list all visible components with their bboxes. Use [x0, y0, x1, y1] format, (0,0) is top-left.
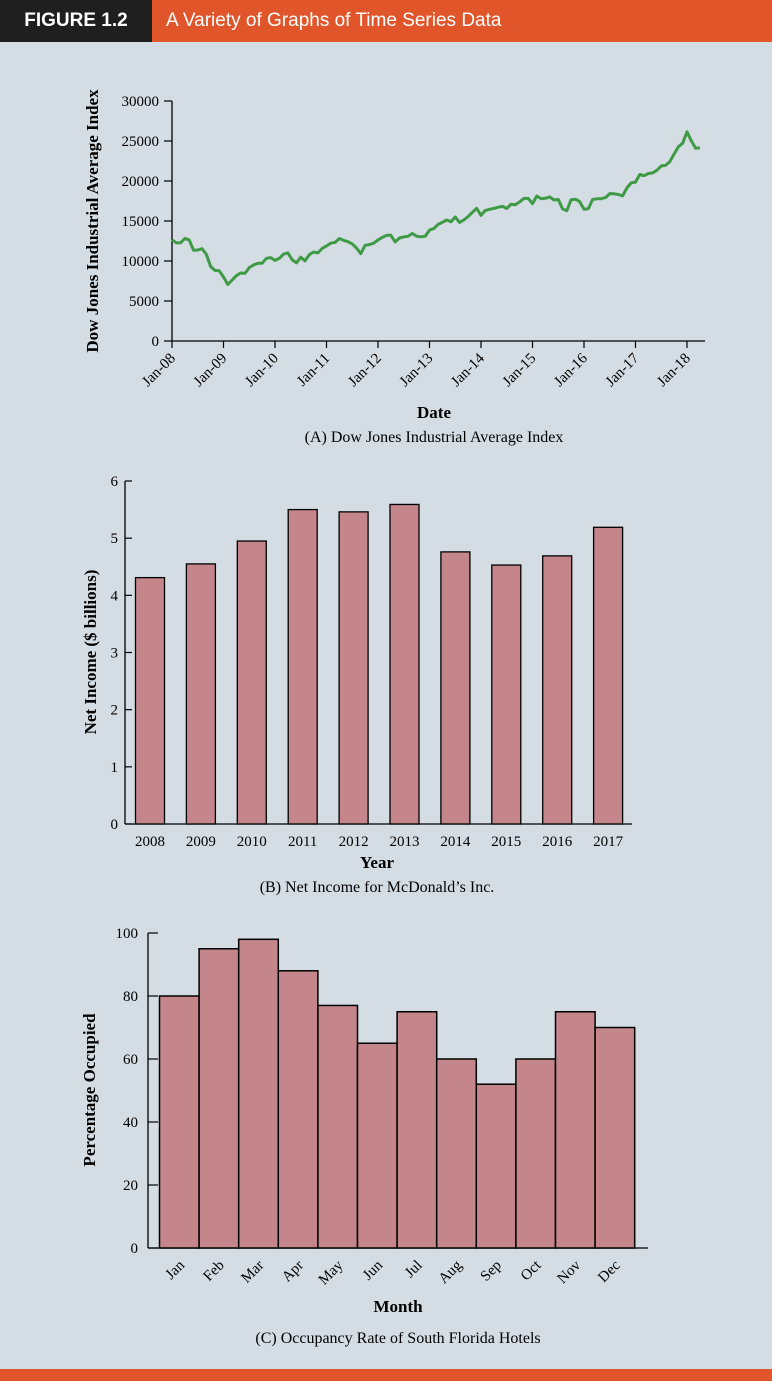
- dow-jones-series-line: [171, 130, 701, 286]
- x-tick-label: Feb: [201, 1258, 228, 1285]
- x-tick-label: Apr: [279, 1258, 307, 1286]
- x-tick-label: 2008: [135, 834, 165, 850]
- bar: [317, 1004, 359, 1249]
- y-tick-label: 6: [111, 474, 119, 490]
- x-axis-title: Month: [373, 1297, 423, 1316]
- y-tick-label: 25000: [122, 134, 160, 150]
- x-tick-label: Jun: [360, 1257, 386, 1283]
- bar: [158, 995, 200, 1249]
- figure-label: FIGURE 1.2: [0, 0, 152, 42]
- x-tick-label: 2012: [339, 834, 369, 850]
- y-tick-label: 40: [123, 1115, 138, 1131]
- y-tick-label: 5000: [129, 294, 159, 310]
- y-tick-label: 100: [116, 926, 139, 942]
- bar: [440, 551, 471, 825]
- bar: [594, 1026, 636, 1249]
- bar: [542, 555, 573, 825]
- bar: [237, 938, 280, 1249]
- x-tick-label: Dec: [595, 1257, 624, 1286]
- figure-title: A Variety of Graphs of Time Series Data: [166, 10, 502, 31]
- y-tick-label: 20: [123, 1178, 138, 1194]
- bar: [389, 503, 420, 825]
- x-tick-label: Jul: [402, 1258, 426, 1282]
- x-tick-label: Nov: [555, 1257, 585, 1287]
- x-tick-label: Jan: [163, 1257, 189, 1283]
- bar: [236, 540, 267, 825]
- y-tick-label: 3: [111, 646, 119, 662]
- bar: [592, 526, 624, 825]
- bar: [338, 511, 369, 825]
- bar: [277, 970, 319, 1249]
- bar: [287, 508, 318, 825]
- y-tick-label: 2: [111, 703, 119, 719]
- x-axis-title: Year: [360, 853, 394, 872]
- y-tick-label: 0: [111, 817, 119, 833]
- y-tick-label: 20000: [122, 174, 160, 190]
- y-tick-label: 5: [111, 531, 119, 547]
- x-tick-label: 2013: [390, 834, 420, 850]
- chart-caption: (A) Dow Jones Industrial Average Index: [305, 429, 564, 446]
- x-tick-label: 2009: [186, 834, 216, 850]
- y-tick-label: 30000: [122, 94, 160, 110]
- x-tick-label: 2011: [288, 834, 317, 850]
- x-tick-label: Sep: [478, 1258, 505, 1285]
- bar: [435, 1058, 478, 1249]
- y-tick-label: 10000: [122, 254, 160, 270]
- x-tick-label: 2016: [542, 834, 573, 850]
- x-tick-label: 2015: [491, 834, 521, 850]
- bar: [198, 948, 240, 1249]
- chart-mcdonalds-net-income: 0 1 2 3 4 5 6 2008 2009 2010 2011 2012 2013 2014 2015 2…: [81, 474, 632, 896]
- bar: [356, 1042, 398, 1249]
- bar: [134, 576, 166, 825]
- y-axis-title: Dow Jones Industrial Average Index: [83, 89, 102, 353]
- bar: [396, 1011, 438, 1249]
- y-tick-label: 0: [131, 1241, 139, 1257]
- y-tick-label: 15000: [122, 214, 160, 230]
- figure-bottom-bar: [0, 1369, 772, 1381]
- y-tick-label: 1: [111, 760, 119, 776]
- bar: [475, 1083, 517, 1249]
- y-tick-label: 60: [123, 1052, 138, 1068]
- y-tick-label: 4: [111, 588, 119, 604]
- x-tick-label: 2014: [440, 834, 471, 850]
- x-tick-label: Oct: [518, 1257, 545, 1284]
- x-tick-label: May: [316, 1257, 347, 1288]
- bar: [515, 1058, 557, 1249]
- figure-header: FIGURE 1.2 A Variety of Graphs of Time S…: [0, 0, 772, 42]
- y-tick-label: 0: [152, 334, 160, 350]
- x-axis-title: Date: [417, 403, 451, 422]
- y-tick-label: 80: [123, 989, 138, 1005]
- chart-caption: (C) Occupancy Rate of South Florida Hote…: [255, 1330, 540, 1347]
- y-axis-title: Net Income ($ billions): [81, 570, 100, 735]
- bar: [491, 564, 522, 825]
- y-axis-title: Percentage Occupied: [80, 1013, 99, 1167]
- bar: [554, 1011, 596, 1249]
- chart-caption: (B) Net Income for McDonald’s Inc.: [260, 879, 495, 896]
- x-tick-label: Aug: [436, 1257, 466, 1287]
- x-tick-label: Mar: [238, 1258, 267, 1287]
- x-tick-label: 2017: [593, 834, 624, 850]
- x-tick-label: 2010: [237, 834, 267, 850]
- bar: [185, 563, 217, 825]
